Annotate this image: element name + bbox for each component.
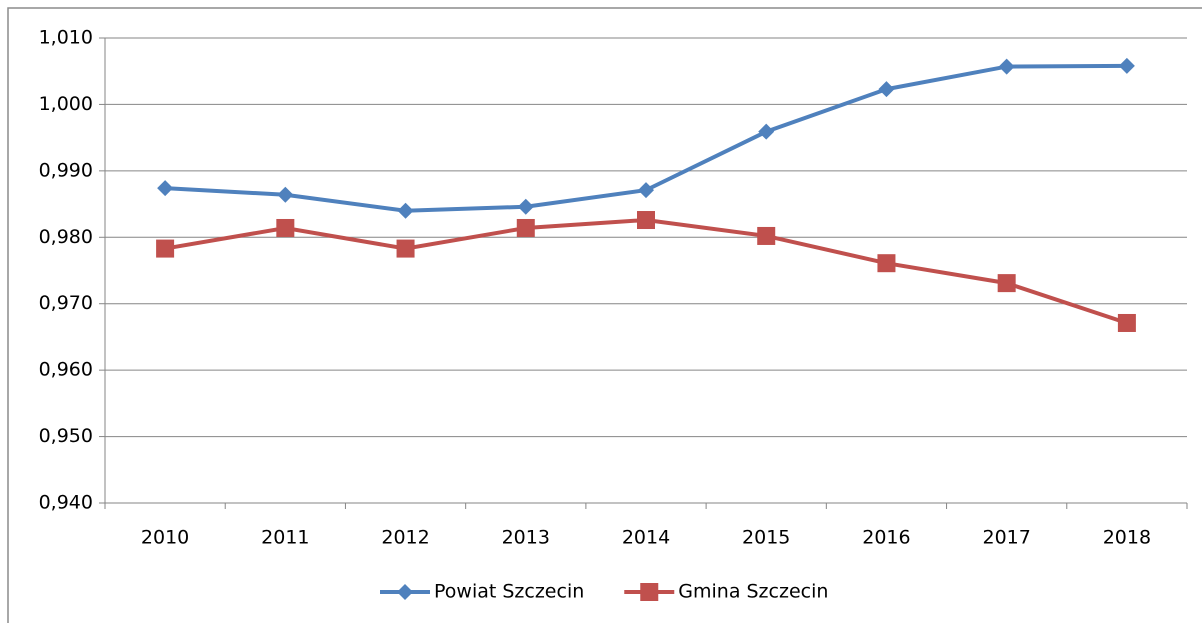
y-tick-label: 0,960 bbox=[39, 359, 93, 381]
marker bbox=[156, 239, 175, 258]
y-tick-label: 1,010 bbox=[39, 27, 93, 49]
marker bbox=[1118, 57, 1135, 74]
y-tick-label: 0,940 bbox=[39, 492, 93, 514]
chart-frame bbox=[7, 7, 1202, 623]
marker bbox=[998, 58, 1015, 75]
legend-label: Gmina Szczecin bbox=[678, 581, 828, 603]
marker bbox=[1117, 313, 1136, 332]
x-tick-label: 2018 bbox=[1103, 527, 1151, 549]
marker bbox=[276, 218, 295, 237]
marker bbox=[758, 123, 775, 140]
marker bbox=[640, 583, 659, 601]
marker bbox=[997, 274, 1016, 293]
marker bbox=[157, 180, 174, 197]
y-tick-label: 0,990 bbox=[39, 159, 93, 181]
marker bbox=[878, 81, 895, 98]
marker bbox=[397, 202, 414, 219]
y-tick-label: 0,970 bbox=[39, 292, 93, 314]
legend-label: Powiat Szczecin bbox=[434, 581, 584, 603]
x-tick-label: 2010 bbox=[141, 527, 189, 549]
x-tick-label: 2011 bbox=[261, 527, 309, 549]
x-tick-label: 2012 bbox=[381, 527, 429, 549]
marker bbox=[637, 211, 655, 230]
marker bbox=[757, 226, 776, 245]
marker bbox=[516, 218, 535, 237]
marker bbox=[877, 254, 896, 273]
marker bbox=[638, 182, 654, 199]
x-tick-label: 2013 bbox=[502, 527, 550, 549]
marker bbox=[517, 198, 534, 215]
x-tick-label: 2014 bbox=[622, 527, 670, 549]
marker bbox=[277, 186, 294, 203]
y-tick-label: 1,000 bbox=[39, 93, 93, 115]
marker bbox=[397, 584, 413, 600]
y-tick-label: 0,980 bbox=[39, 226, 93, 248]
x-tick-label: 2015 bbox=[742, 527, 790, 549]
y-tick-label: 0,950 bbox=[39, 425, 93, 447]
marker bbox=[396, 239, 415, 258]
x-tick-label: 2017 bbox=[982, 527, 1030, 549]
x-tick-label: 2016 bbox=[862, 527, 910, 549]
